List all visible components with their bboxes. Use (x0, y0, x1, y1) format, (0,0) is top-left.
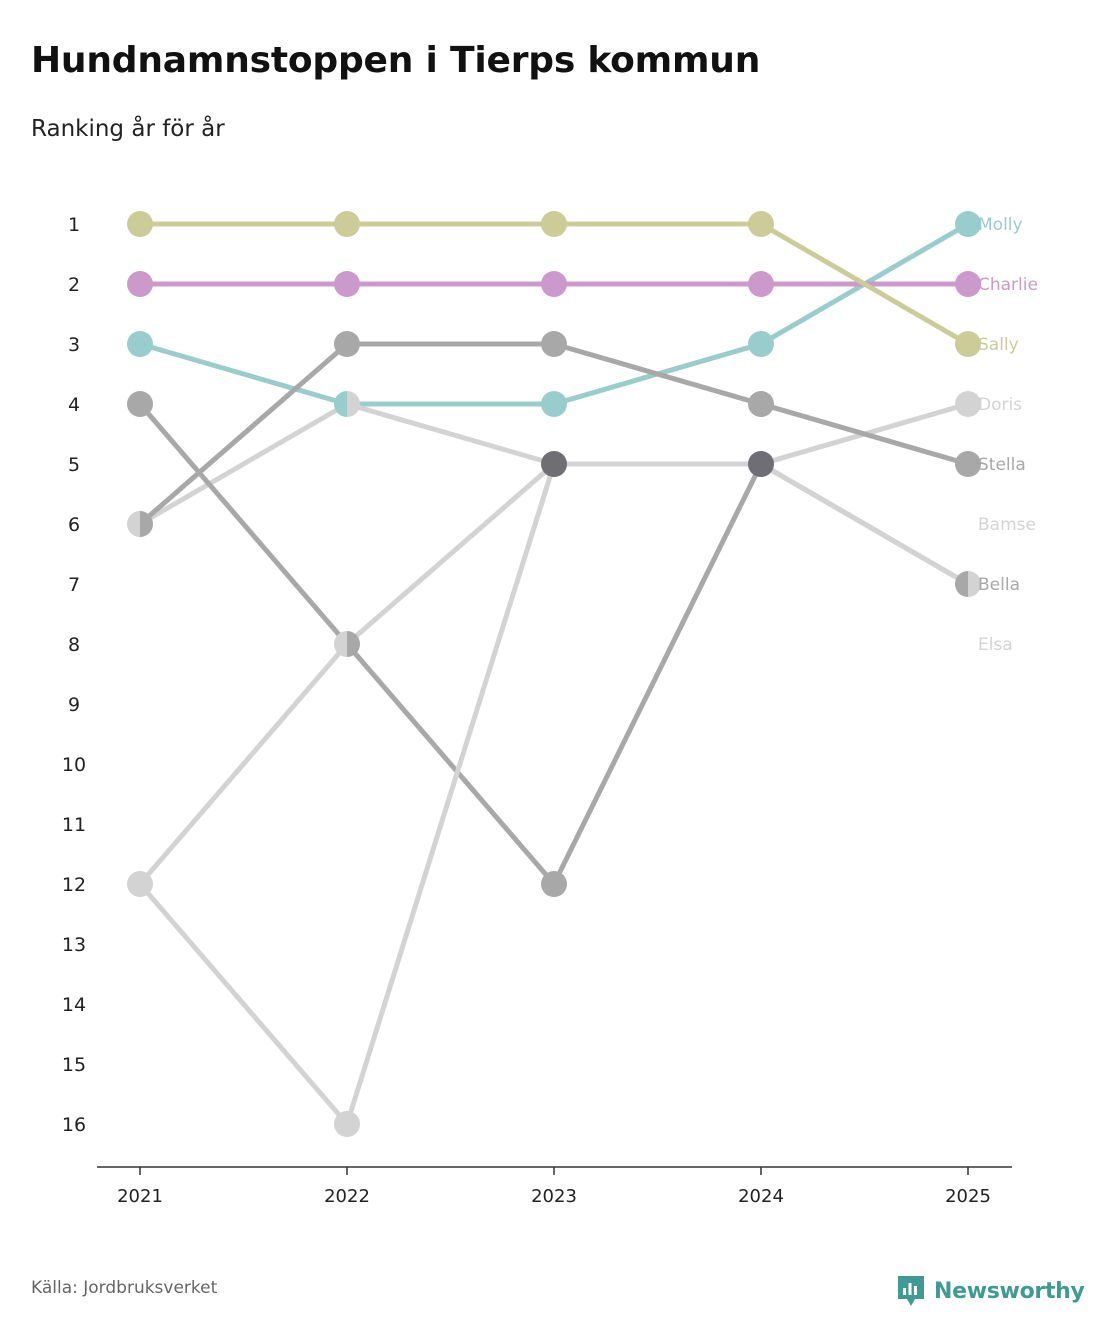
brand-name: Newsworthy (934, 1278, 1085, 1304)
source-note: Källa: Jordbruksverket (31, 1278, 218, 1298)
point-stella-2023[interactable] (541, 331, 567, 357)
point-bella-2023[interactable] (541, 871, 567, 897)
point-bamse-bella-2022[interactable] (334, 631, 360, 657)
end-label-elsa: Elsa (978, 635, 1013, 655)
point-charlie-2023[interactable] (541, 271, 567, 297)
series-line-doris (344, 401, 557, 467)
point-doris-bamse-bella-elsa-2024[interactable] (748, 451, 774, 477)
x-axis: 2021 2022 2023 2024 2025 (97, 1166, 1012, 1207)
y-tick-label: 14 (62, 994, 86, 1016)
point-stella-2022[interactable] (334, 331, 360, 357)
y-tick-label: 8 (68, 634, 80, 656)
point-molly-2023[interactable] (541, 391, 567, 417)
y-tick-label: 4 (68, 394, 80, 416)
series-line-elsa (137, 881, 350, 1127)
point-charlie-2024[interactable] (748, 271, 774, 297)
end-label-molly: Molly (978, 215, 1023, 235)
end-label-bella: Bella (978, 575, 1020, 595)
end-label-bamse: Bamse (978, 515, 1036, 535)
y-tick-label: 2 (68, 274, 80, 296)
series-line-bamse (344, 461, 557, 647)
x-tick-label: 2023 (531, 1186, 577, 1207)
point-bamse-elsa-2021[interactable] (127, 871, 153, 897)
point-charlie-2022[interactable] (334, 271, 360, 297)
x-tick-label: 2024 (738, 1186, 784, 1207)
y-tick-label: 5 (68, 454, 80, 476)
series-line-sally (758, 221, 971, 347)
x-tick-label: 2022 (324, 1186, 370, 1207)
y-tick-label: 12 (62, 874, 86, 896)
brand-logo[interactable]: Newsworthy (896, 1274, 1085, 1308)
end-labels: Molly Charlie Sally Doris Stella Bamse Bella El… (978, 215, 1038, 655)
chart-title: Hundnamnstoppen i Tierps kommun (31, 40, 761, 81)
end-label-charlie: Charlie (978, 275, 1038, 295)
point-elsa-2022[interactable] (334, 1111, 360, 1137)
point-charlie-2021[interactable] (127, 271, 153, 297)
series-lines (137, 221, 971, 1127)
point-sally-2023[interactable] (541, 211, 567, 237)
point-charlie-2025[interactable] (955, 271, 981, 297)
newsworthy-logo-icon (898, 1276, 924, 1306)
end-label-doris: Doris (978, 395, 1022, 415)
point-sally-2021[interactable] (127, 211, 153, 237)
point-molly-2024[interactable] (748, 331, 774, 357)
y-tick-label: 10 (62, 754, 86, 776)
series-line-stella (758, 401, 971, 467)
point-sally-2025[interactable] (955, 331, 981, 357)
chart-subtitle: Ranking år för år (31, 116, 225, 142)
y-tick-label: 13 (62, 934, 86, 956)
y-tick-label: 15 (62, 1054, 86, 1076)
x-tick-label: 2025 (945, 1186, 991, 1207)
point-bella-2021[interactable] (127, 391, 153, 417)
point-sally-2022[interactable] (334, 211, 360, 237)
point-bella-elsa-2025[interactable] (955, 571, 981, 597)
y-tick-label: 7 (68, 574, 80, 596)
series-line-bella (137, 401, 350, 647)
point-doris-2025[interactable] (955, 391, 981, 417)
series-line-molly (137, 341, 350, 407)
series-line-elsa (344, 461, 557, 1127)
y-tick-label: 3 (68, 334, 80, 356)
point-doris-bamse-elsa-2023[interactable] (541, 451, 567, 477)
point-stella-2025[interactable] (955, 451, 981, 477)
series-line-bella (344, 641, 557, 887)
end-label-sally: Sally (978, 335, 1019, 355)
point-stella-2024[interactable] (748, 391, 774, 417)
y-tick-label: 9 (68, 694, 80, 716)
point-sally-2024[interactable] (748, 211, 774, 237)
series-points (127, 211, 981, 1137)
y-tick-label: 1 (68, 214, 80, 236)
point-doris-stella-2021[interactable] (127, 511, 153, 537)
series-line-stella (551, 341, 764, 407)
y-tick-label: 11 (62, 814, 86, 836)
point-molly-doris-2022[interactable] (334, 391, 360, 417)
x-tick-label: 2021 (117, 1186, 163, 1207)
y-tick-label: 16 (62, 1114, 86, 1136)
series-line-elsa (758, 461, 971, 587)
point-molly-2025[interactable] (955, 211, 981, 237)
series-line-bamse (137, 641, 350, 887)
end-label-stella: Stella (978, 455, 1026, 475)
series-line-doris (137, 401, 350, 527)
point-molly-2021[interactable] (127, 331, 153, 357)
series-line-stella (137, 341, 350, 527)
series-line-bella (551, 461, 764, 887)
y-tick-label: 6 (68, 514, 80, 536)
